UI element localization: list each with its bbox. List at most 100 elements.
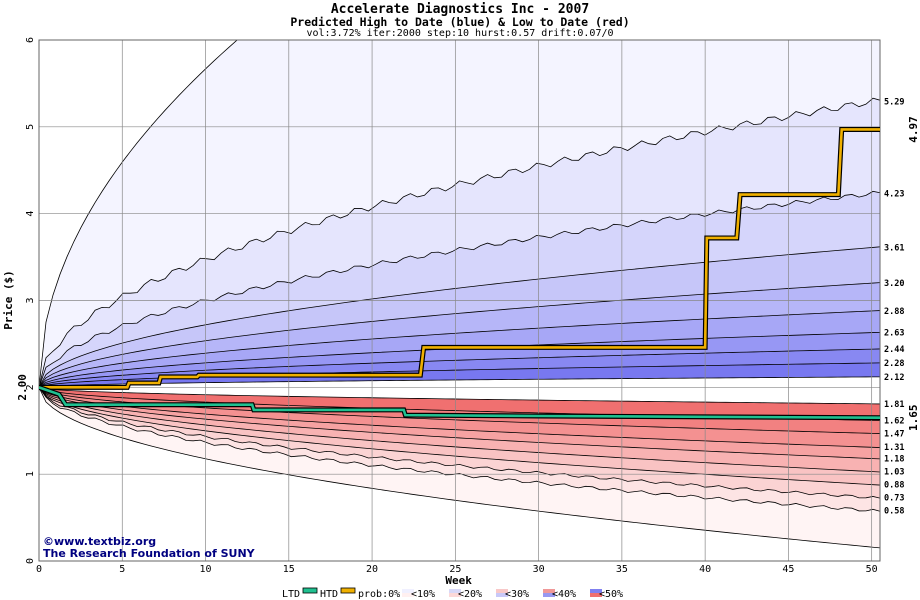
upper-band-line-8 bbox=[39, 376, 880, 388]
upper-band-line-0 bbox=[39, 97, 880, 388]
x-tick-label: 35 bbox=[616, 564, 628, 575]
upper-band-label: 3.20 bbox=[884, 279, 904, 289]
lower-band-line-5 bbox=[39, 387, 880, 473]
bands-group bbox=[39, 40, 880, 549]
upper-band-5 bbox=[39, 310, 880, 388]
start-price-label: 2.00 bbox=[16, 374, 29, 401]
upper-band-7 bbox=[39, 348, 880, 388]
series-htd-line bbox=[39, 128, 880, 389]
upper-band-2 bbox=[39, 191, 880, 388]
legend-prob-swatch-top bbox=[496, 589, 508, 593]
legend-htd-label: HTD bbox=[320, 589, 338, 600]
lower-band-label: 0.58 bbox=[884, 507, 904, 517]
y-tick-label: 6 bbox=[25, 37, 36, 43]
legend-ltd-swatch bbox=[302, 587, 318, 594]
lower-band-label: 0.88 bbox=[884, 481, 904, 491]
lower-band-1 bbox=[39, 387, 880, 512]
legend-prob-item-5: <50% bbox=[599, 589, 623, 600]
upper-band-label: 2.63 bbox=[884, 329, 904, 339]
lower-band-2 bbox=[39, 387, 880, 499]
x-tick-label: 5 bbox=[119, 564, 125, 575]
upper-band-line-4 bbox=[39, 310, 880, 388]
lower-band-label: 1.62 bbox=[884, 416, 904, 426]
x-tick-label: 0 bbox=[36, 564, 42, 575]
legend-prob-swatch-top bbox=[543, 589, 555, 593]
legend-prob-item-1: <10% bbox=[411, 589, 435, 600]
x-tick-label: 40 bbox=[699, 564, 711, 575]
upper-band-label: 2.28 bbox=[884, 359, 904, 369]
lower-band-line-0 bbox=[39, 386, 880, 405]
lower-band-line-7 bbox=[39, 387, 880, 499]
lower-band-4 bbox=[39, 387, 880, 472]
legend-prob-swatch-top bbox=[449, 589, 461, 593]
plot-border bbox=[38, 39, 881, 562]
lower-band-label: 1.18 bbox=[884, 455, 904, 465]
upper-band-line-6 bbox=[39, 348, 880, 388]
y-tick-label: 3 bbox=[25, 297, 36, 303]
y-tick-label: 5 bbox=[25, 124, 36, 130]
ltd-final-label: 1.65 bbox=[907, 404, 920, 431]
lower-band-label: 1.81 bbox=[884, 400, 904, 410]
chart-subtitle: Predicted High to Date (blue) & Low to D… bbox=[290, 15, 630, 29]
legend-htd-swatch bbox=[340, 587, 356, 594]
legend-prob-swatch-top bbox=[590, 589, 602, 593]
y-tick-label: 2 bbox=[25, 384, 36, 390]
x-tick-label: 45 bbox=[782, 564, 794, 575]
credit-foundation: The Research Foundation of SUNY bbox=[43, 547, 256, 560]
lower-band-label: 0.73 bbox=[884, 494, 904, 504]
upper-band-label: 2.88 bbox=[884, 307, 904, 317]
y-tick-label: 4 bbox=[25, 211, 36, 217]
legend-ltd-label: LTD bbox=[282, 589, 300, 600]
legend-prob-swatch-bottom bbox=[543, 593, 555, 597]
x-tick-label: 30 bbox=[533, 564, 545, 575]
upper-band-8 bbox=[39, 362, 880, 388]
chart-params: vol:3.72% iter:2000 step:10 hurst:0.57 d… bbox=[306, 28, 614, 39]
upper-envelope-line bbox=[39, 40, 238, 388]
x-axis-label: Week bbox=[445, 574, 472, 587]
upper-band-label: 3.61 bbox=[884, 244, 904, 254]
lower-band-label: 1.47 bbox=[884, 429, 904, 439]
upper-band-label: 2.44 bbox=[884, 345, 904, 355]
credit-site: ©www.textbiz.org bbox=[43, 535, 156, 548]
series-ltd-line bbox=[39, 386, 880, 420]
lower-band-line-6 bbox=[39, 387, 880, 486]
y-axis-label: Price ($) bbox=[2, 270, 15, 330]
legend-prob-item-2: <20% bbox=[458, 589, 482, 600]
upper-band-line-3 bbox=[39, 282, 880, 388]
x-tick-label: 25 bbox=[449, 564, 461, 575]
upper-band-label: 4.23 bbox=[884, 190, 904, 200]
legend-prob-swatch-bottom bbox=[496, 593, 508, 597]
legend-prob-swatch-bottom bbox=[402, 593, 414, 597]
legend-prob-item-3: <30% bbox=[505, 589, 529, 600]
legend-prob-label: prob:0% bbox=[358, 589, 400, 600]
lower-band-6 bbox=[39, 387, 880, 448]
x-tick-label: 10 bbox=[200, 564, 212, 575]
upper-band-3 bbox=[39, 246, 880, 388]
x-tick-label: 20 bbox=[366, 564, 378, 575]
legend-prob-swatch-bottom bbox=[590, 593, 602, 597]
lower-band-line-3 bbox=[39, 387, 880, 448]
lower-band-label: 1.31 bbox=[884, 443, 904, 453]
legend-prob-item-4: <40% bbox=[552, 589, 576, 600]
lower-envelope-line bbox=[39, 387, 880, 549]
y-tick-label: 1 bbox=[25, 471, 36, 477]
lower-band-7 bbox=[39, 387, 880, 434]
lower-band-0 bbox=[39, 387, 880, 548]
upper-band-1 bbox=[39, 98, 880, 388]
htd-final-label: 4.97 bbox=[907, 116, 920, 143]
lower-band-5 bbox=[39, 387, 880, 459]
chart-title: Accelerate Diagnostics Inc - 2007 bbox=[330, 2, 590, 17]
upper-band-line-2 bbox=[39, 246, 880, 388]
legend-prob-swatch-top bbox=[402, 589, 414, 593]
x-tick-label: 15 bbox=[283, 564, 295, 575]
lower-band-line-4 bbox=[39, 387, 880, 460]
lower-band-3 bbox=[39, 387, 880, 486]
legend-prob-swatch-bottom bbox=[449, 593, 461, 597]
upper-band-label: 5.29 bbox=[884, 98, 904, 108]
lower-band-label: 1.03 bbox=[884, 468, 904, 478]
y-tick-label: 0 bbox=[25, 558, 36, 564]
lower-band-line-8 bbox=[39, 387, 880, 512]
x-tick-label: 50 bbox=[866, 564, 878, 575]
upper-band-label: 2.12 bbox=[884, 373, 904, 383]
